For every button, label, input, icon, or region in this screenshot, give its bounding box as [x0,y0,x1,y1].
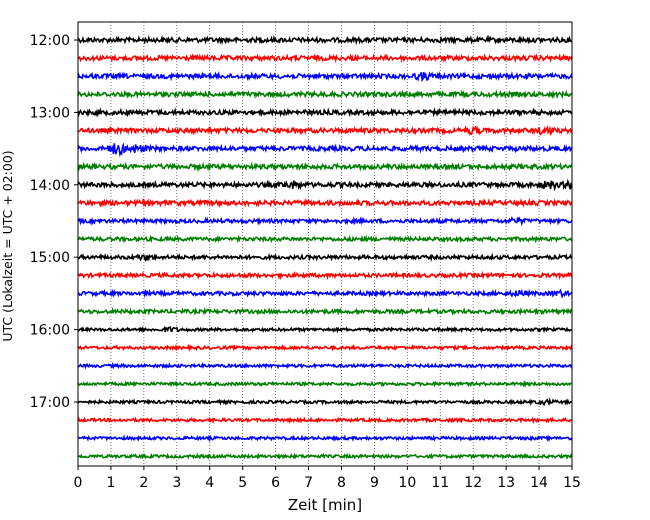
trace-1230 [77,71,573,83]
x-tick-label: 7 [304,475,313,491]
traces [77,34,573,461]
x-tick-label: 10 [398,475,416,491]
trace-1415 [77,197,573,209]
y-tick-label: 12:00 [30,33,70,49]
trace-1730 [77,434,573,443]
trace-1645 [77,379,573,388]
y-axis-label: UTC (Lokalzeit = UTC + 02:00) [0,150,15,341]
trace-1430 [77,216,573,227]
x-tick-label: 8 [337,475,346,491]
trace-1300 [77,107,573,118]
x-tick-label: 5 [238,475,247,491]
y-tick-label: 13:00 [30,105,70,121]
x-tick-label: 15 [563,475,581,491]
trace-1700 [77,397,573,407]
y-tick-label: 15:00 [30,250,70,266]
y-tick-label: 16:00 [30,323,70,339]
x-tick-label: 1 [106,475,115,491]
trace-1245 [77,89,573,100]
trace-1600 [77,325,573,334]
trace-1200 [77,34,573,46]
x-tick-label: 2 [139,475,148,491]
x-axis-label: Zeit [min] [288,496,362,514]
x-tick-label: 12 [464,475,482,491]
trace-1530 [77,288,573,300]
trace-1215 [77,53,573,64]
x-tick-label: 13 [497,475,515,491]
trace-1315 [77,124,573,136]
y-axis: 12:00 13:00 14:00 15:00 16:00 17:00 [30,33,78,411]
x-tick-label: 0 [74,475,83,491]
x-tick-label: 6 [271,475,280,491]
x-tick-label: 11 [431,475,449,491]
x-tick-label: 14 [530,475,548,491]
trace-1715 [77,416,573,424]
trace-1400 [77,178,573,192]
trace-1330 [77,142,573,158]
trace-1615 [77,343,573,352]
trace-1445 [77,234,573,244]
trace-1545 [77,306,573,317]
x-axis: 0 1 2 3 4 5 6 7 8 9 10 11 12 13 14 15 [74,466,581,491]
trace-1745 [77,452,573,461]
y-tick-label: 17:00 [30,395,70,411]
x-tick-label: 9 [370,475,379,491]
x-tick-label: 4 [205,475,214,491]
trace-1630 [77,361,573,370]
trace-1500 [77,252,573,262]
grid-lines [110,22,540,466]
trace-1515 [77,270,573,281]
x-tick-label: 3 [172,475,181,491]
plot-frame [77,21,573,467]
trace-1345 [77,161,573,172]
y-tick-label: 14:00 [30,178,70,194]
